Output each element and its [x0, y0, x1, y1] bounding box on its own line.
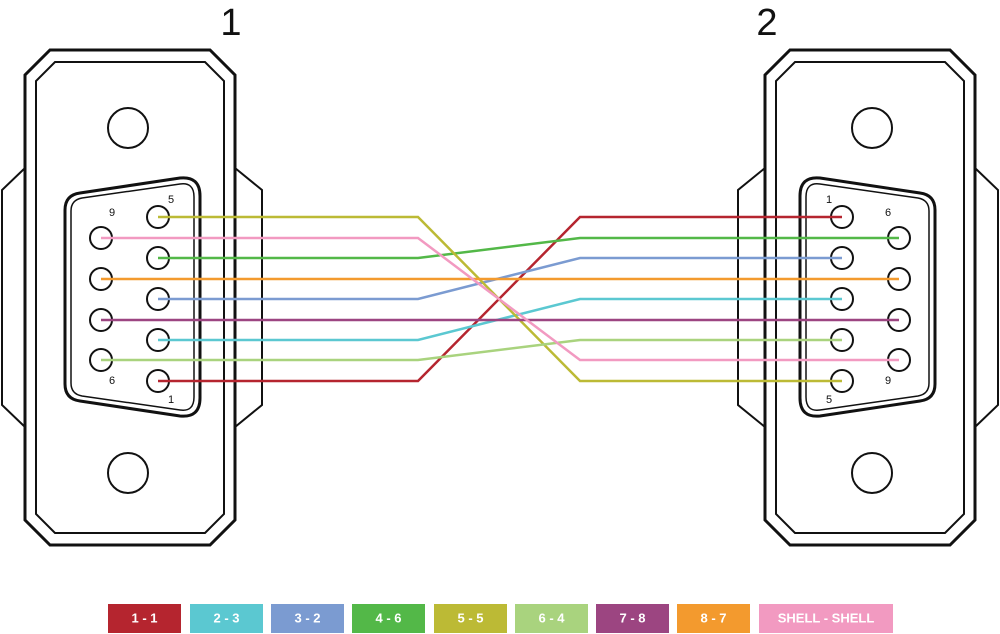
legend-label: 1 - 1 — [131, 610, 157, 625]
mount-hole — [851, 452, 893, 494]
legend-label: SHELL - SHELL — [778, 610, 875, 625]
side-tab — [1, 165, 26, 430]
legend-swatch — [190, 604, 263, 633]
legend-swatch — [434, 604, 507, 633]
wire — [158, 236, 899, 260]
legend-swatch — [108, 604, 181, 633]
wire — [101, 338, 842, 362]
pin-label: 5 — [826, 394, 832, 406]
mount-hole — [107, 452, 149, 494]
legend-label: 4 - 6 — [375, 610, 401, 625]
legend-label: 7 - 8 — [619, 610, 645, 625]
legend-swatch — [677, 604, 750, 633]
side-tab — [234, 165, 263, 430]
pin-label: 6 — [109, 375, 115, 387]
legend-swatch — [515, 604, 588, 633]
pin-label: 6 — [885, 207, 891, 219]
pin-label: 5 — [168, 194, 174, 206]
pin-label: 9 — [109, 207, 115, 219]
wire — [101, 236, 899, 362]
pin-label: 1 — [826, 194, 832, 206]
legend-label: 8 - 7 — [700, 610, 726, 625]
pin-label: 9 — [885, 375, 891, 387]
connector-title: 1 — [220, 2, 241, 44]
legend-label: 3 - 2 — [294, 610, 320, 625]
legend-label: 2 - 3 — [213, 610, 239, 625]
legend-swatch — [759, 604, 893, 633]
connector — [1, 48, 263, 547]
legend-label: 5 - 5 — [457, 610, 483, 625]
pin-label: 1 — [168, 394, 174, 406]
mount-hole — [851, 107, 893, 149]
connector-title: 2 — [756, 2, 777, 44]
connector — [737, 48, 999, 547]
legend-swatch — [596, 604, 669, 633]
legend-swatch — [352, 604, 425, 633]
mount-hole — [107, 107, 149, 149]
legend-label: 6 - 4 — [538, 610, 565, 625]
side-tab — [974, 165, 999, 430]
side-tab — [737, 165, 766, 430]
legend-swatch — [271, 604, 344, 633]
